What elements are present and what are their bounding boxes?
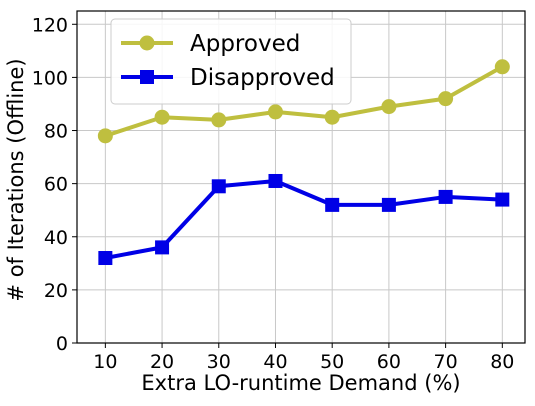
x-tick-label: 60 [377,351,401,373]
y-axis-label: # of Iterations (Offline) [4,58,28,301]
data-point-disapproved [438,189,453,204]
y-tick-label: 0 [56,333,68,355]
legend-item-approved: Approved [121,31,300,57]
data-point-approved [154,109,170,125]
x-tick-label: 10 [93,351,117,373]
data-point-approved [494,59,510,75]
x-tick-label: 40 [263,351,287,373]
data-point-approved [97,128,113,144]
y-tick-label: 20 [44,280,68,302]
y-tick-label: 100 [32,67,68,89]
legend: Approved Disapproved [110,18,352,105]
y-tick-label: 60 [44,174,68,196]
y-tick-label: 80 [44,121,68,143]
x-axis-label: Extra LO-runtime Demand (%) [141,371,460,395]
legend-box [110,18,352,105]
y-tick-label: 120 [32,14,68,36]
legend-marker-approved [139,35,155,51]
x-tick-label: 50 [320,351,344,373]
legend-label-approved: Approved [190,31,300,57]
data-point-approved [267,104,283,120]
plot-frame [76,10,526,344]
data-point-disapproved [98,251,113,266]
data-point-disapproved [495,192,510,207]
data-point-approved [211,112,227,128]
legend-marker-disapproved [140,70,154,84]
x-tick-label: 20 [150,351,174,373]
series-layer [97,59,510,266]
y-tick-label: 40 [44,227,68,249]
legend-label-disapproved: Disapproved [190,65,335,91]
ticks: 10 20 30 40 50 60 70 80 0 20 40 60 80 100 120 [32,14,515,373]
data-point-disapproved [381,197,396,212]
x-tick-label: 70 [434,351,458,373]
data-point-disapproved [325,197,340,212]
data-point-approved [381,99,397,115]
x-tick-label: 80 [490,351,514,373]
data-point-disapproved [211,179,226,194]
data-point-approved [438,91,454,107]
legend-item-disapproved: Disapproved [121,65,335,91]
data-point-approved [324,109,340,125]
data-point-disapproved [268,173,283,188]
x-tick-label: 30 [207,351,231,373]
data-point-disapproved [155,240,170,255]
series-line-disapproved [104,178,503,260]
series-line-approved [104,65,504,138]
